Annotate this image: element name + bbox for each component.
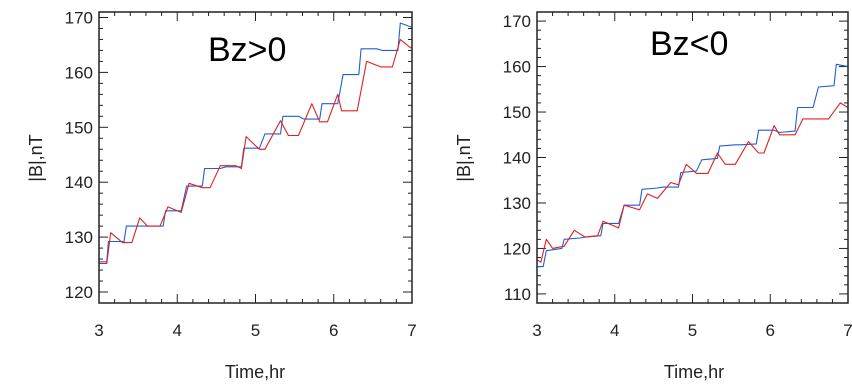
y-tick-label: 150 bbox=[65, 118, 93, 137]
x-axis-label: Time,hr bbox=[664, 362, 724, 382]
data-lines bbox=[99, 22, 413, 265]
x-tick-label: 5 bbox=[688, 321, 697, 340]
y-tick-label: 110 bbox=[504, 285, 531, 304]
x-tick-label: 4 bbox=[173, 321, 182, 340]
x-tick-label: 4 bbox=[610, 321, 619, 340]
x-axis-label: Time,hr bbox=[225, 362, 285, 382]
x-tick-label: 5 bbox=[251, 321, 260, 340]
series-line-0 bbox=[537, 63, 849, 268]
plot-frame bbox=[536, 11, 849, 304]
x-tick-label: 6 bbox=[766, 321, 775, 340]
x-tick-label: 7 bbox=[407, 321, 416, 340]
y-tick-label: 150 bbox=[503, 103, 531, 122]
y-axis-label: |B|,nT bbox=[454, 134, 474, 181]
y-axis-label: |B|,nT bbox=[26, 134, 46, 181]
x-tick-label: 7 bbox=[843, 321, 852, 340]
y-tick-label: 120 bbox=[503, 239, 531, 258]
y-tick-label: 170 bbox=[65, 8, 93, 27]
series-line-1 bbox=[536, 102, 849, 263]
series-line-1 bbox=[99, 38, 412, 265]
series-line-0 bbox=[99, 22, 413, 263]
axis-ticks: 3 4 5 6 7 110 120 130 140 150 160 170 bbox=[503, 11, 852, 340]
chart-panel-bz-positive: Bz>0 Time,hr |B|,nT 3 4 5 6 7 120 130 140 150 160… bbox=[26, 8, 417, 382]
y-tick-label: 130 bbox=[503, 194, 531, 213]
y-tick-label: 140 bbox=[503, 149, 531, 168]
x-tick-label: 3 bbox=[94, 321, 103, 340]
y-tick-label: 170 bbox=[503, 12, 531, 31]
panel-title: Bz>0 bbox=[208, 31, 286, 69]
y-tick-label: 130 bbox=[65, 228, 93, 247]
x-tick-label: 3 bbox=[532, 321, 541, 340]
y-tick-label: 120 bbox=[65, 283, 93, 302]
plot-frame bbox=[98, 11, 413, 304]
y-tick-label: 160 bbox=[65, 63, 93, 82]
axis-ticks: 3 4 5 6 7 120 130 140 150 160 170 bbox=[65, 8, 417, 340]
y-tick-label: 160 bbox=[503, 58, 531, 77]
chart-panel-bz-negative: Bz<0 Time,hr |B|,nT 3 4 5 6 7 110 120 130 140 150… bbox=[454, 11, 852, 382]
panel-title: Bz<0 bbox=[650, 25, 728, 63]
x-tick-label: 6 bbox=[329, 321, 338, 340]
y-tick-label: 140 bbox=[65, 173, 93, 192]
data-lines bbox=[536, 63, 849, 268]
